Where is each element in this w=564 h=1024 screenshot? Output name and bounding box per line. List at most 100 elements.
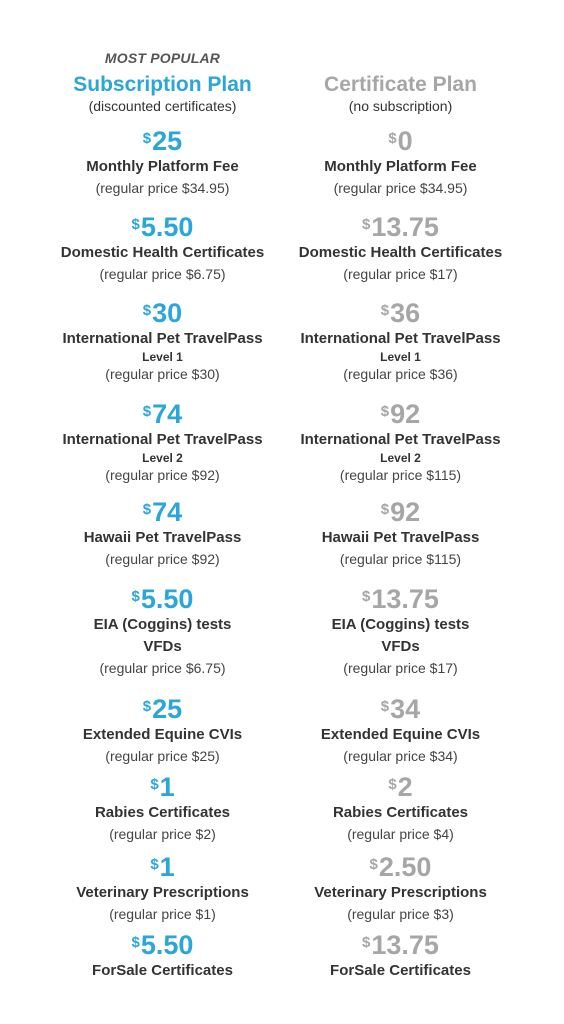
currency-symbol: $ bbox=[380, 501, 390, 518]
currency-symbol: $ bbox=[142, 403, 152, 420]
price-amount: $2 bbox=[283, 772, 518, 802]
price-item: $92 International Pet TravelPass Level 2 (r… bbox=[283, 399, 518, 485]
item-label: VFDs bbox=[381, 638, 420, 655]
regular-price: (regular price $25) bbox=[105, 748, 220, 764]
price-amount: $25 bbox=[45, 694, 280, 724]
regular-price: (regular price $34.95) bbox=[333, 180, 468, 196]
price-item: $0 Monthly Platform Fee (regular price $34… bbox=[283, 126, 518, 198]
item-label: International Pet TravelPass bbox=[300, 431, 501, 448]
regular-price: (regular price $4) bbox=[347, 826, 454, 842]
price-item: $13.75 ForSale Certificates bbox=[283, 930, 518, 982]
item-label: Monthly Platform Fee bbox=[324, 158, 477, 175]
regular-price: (regular price $2) bbox=[109, 826, 216, 842]
regular-price: (regular price $34.95) bbox=[95, 180, 230, 196]
price-value: 34 bbox=[390, 694, 421, 724]
price-value: 5.50 bbox=[140, 584, 194, 614]
price-item: $36 International Pet TravelPass Level 1 (r… bbox=[283, 298, 518, 384]
price-item: $74 Hawaii Pet TravelPass (regular price $… bbox=[45, 497, 280, 569]
item-level: Level 1 bbox=[142, 350, 183, 364]
item-label: Extended Equine CVIs bbox=[320, 726, 481, 743]
price-amount: $5.50 bbox=[45, 212, 280, 242]
currency-symbol: $ bbox=[362, 588, 371, 605]
currency-symbol: $ bbox=[142, 302, 152, 319]
currency-symbol: $ bbox=[362, 216, 371, 233]
item-label: Domestic Health Certificates bbox=[298, 244, 503, 261]
item-label: Veterinary Prescriptions bbox=[314, 884, 487, 901]
price-value: 2.50 bbox=[378, 852, 432, 882]
item-level: Level 1 bbox=[380, 350, 421, 364]
price-value: 13.75 bbox=[371, 930, 439, 960]
price-value: 74 bbox=[152, 497, 183, 527]
item-label: International Pet TravelPass bbox=[62, 431, 263, 448]
item-label: ForSale Certificates bbox=[92, 962, 233, 979]
currency-symbol: $ bbox=[131, 588, 140, 605]
currency-symbol: $ bbox=[388, 130, 397, 147]
price-item: $13.75 Domestic Health Certificates (regul… bbox=[283, 212, 518, 284]
item-label: Extended Equine CVIs bbox=[82, 726, 243, 743]
regular-price: (regular price $92) bbox=[105, 467, 220, 483]
price-value: 25 bbox=[152, 126, 183, 156]
regular-price: (regular price $1) bbox=[109, 906, 216, 922]
price-item: $5.50 EIA (Coggins) tests VFDs (regular pri… bbox=[45, 584, 280, 678]
regular-price: (regular price $17) bbox=[343, 266, 458, 282]
item-label: Hawaii Pet TravelPass bbox=[83, 529, 242, 546]
price-amount: $92 bbox=[283, 399, 518, 429]
plan-name: Certificate Plan bbox=[324, 73, 477, 96]
price-amount: $13.75 bbox=[283, 930, 518, 960]
price-value: 13.75 bbox=[371, 584, 439, 614]
item-label: Hawaii Pet TravelPass bbox=[321, 529, 480, 546]
price-item: $92 Hawaii Pet TravelPass (regular price $… bbox=[283, 497, 518, 569]
currency-symbol: $ bbox=[150, 856, 159, 873]
item-level: Level 2 bbox=[380, 451, 421, 465]
item-label: Rabies Certificates bbox=[332, 804, 469, 821]
currency-symbol: $ bbox=[380, 698, 390, 715]
price-amount: $5.50 bbox=[45, 584, 280, 614]
regular-price: (regular price $17) bbox=[343, 660, 458, 676]
price-amount: $34 bbox=[283, 694, 518, 724]
item-label: Monthly Platform Fee bbox=[86, 158, 239, 175]
item-label: EIA (Coggins) tests bbox=[331, 616, 470, 633]
price-value: 13.75 bbox=[371, 212, 439, 242]
plan-subtitle: (discounted certificates) bbox=[88, 98, 237, 114]
price-value: 1 bbox=[159, 772, 175, 802]
price-item: $5.50 ForSale Certificates bbox=[45, 930, 280, 982]
currency-symbol: $ bbox=[131, 934, 140, 951]
price-amount: $74 bbox=[45, 497, 280, 527]
price-value: 92 bbox=[390, 497, 421, 527]
currency-symbol: $ bbox=[369, 856, 378, 873]
item-label: Veterinary Prescriptions bbox=[76, 884, 249, 901]
regular-price: (regular price $34) bbox=[343, 748, 458, 764]
item-label: Domestic Health Certificates bbox=[60, 244, 265, 261]
price-value: 92 bbox=[390, 399, 421, 429]
item-label: EIA (Coggins) tests bbox=[93, 616, 232, 633]
regular-price: (regular price $36) bbox=[343, 366, 458, 382]
currency-symbol: $ bbox=[131, 216, 140, 233]
currency-symbol: $ bbox=[142, 130, 152, 147]
price-amount: $74 bbox=[45, 399, 280, 429]
currency-symbol: $ bbox=[388, 776, 397, 793]
most-popular-label: MOST POPULAR bbox=[104, 50, 221, 66]
item-label: Rabies Certificates bbox=[94, 804, 231, 821]
price-amount: $25 bbox=[45, 126, 280, 156]
price-item: $34 Extended Equine CVIs (regular price $3… bbox=[283, 694, 518, 766]
price-value: 0 bbox=[397, 126, 413, 156]
price-amount: $13.75 bbox=[283, 212, 518, 242]
regular-price: (regular price $92) bbox=[105, 551, 220, 567]
currency-symbol: $ bbox=[380, 403, 390, 420]
price-amount: $5.50 bbox=[45, 930, 280, 960]
item-label: VFDs bbox=[143, 638, 182, 655]
price-value: 36 bbox=[390, 298, 421, 328]
price-value: 30 bbox=[152, 298, 183, 328]
price-amount: $1 bbox=[45, 772, 280, 802]
price-amount: $0 bbox=[283, 126, 518, 156]
price-amount: $30 bbox=[45, 298, 280, 328]
currency-symbol: $ bbox=[142, 698, 152, 715]
price-value: 5.50 bbox=[140, 930, 194, 960]
price-value: 25 bbox=[152, 694, 183, 724]
plan-subtitle: (no subscription) bbox=[348, 98, 453, 114]
price-amount: $92 bbox=[283, 497, 518, 527]
regular-price: (regular price $30) bbox=[105, 366, 220, 382]
currency-symbol: $ bbox=[380, 302, 390, 319]
price-value: 5.50 bbox=[140, 212, 194, 242]
price-value: 1 bbox=[159, 852, 175, 882]
